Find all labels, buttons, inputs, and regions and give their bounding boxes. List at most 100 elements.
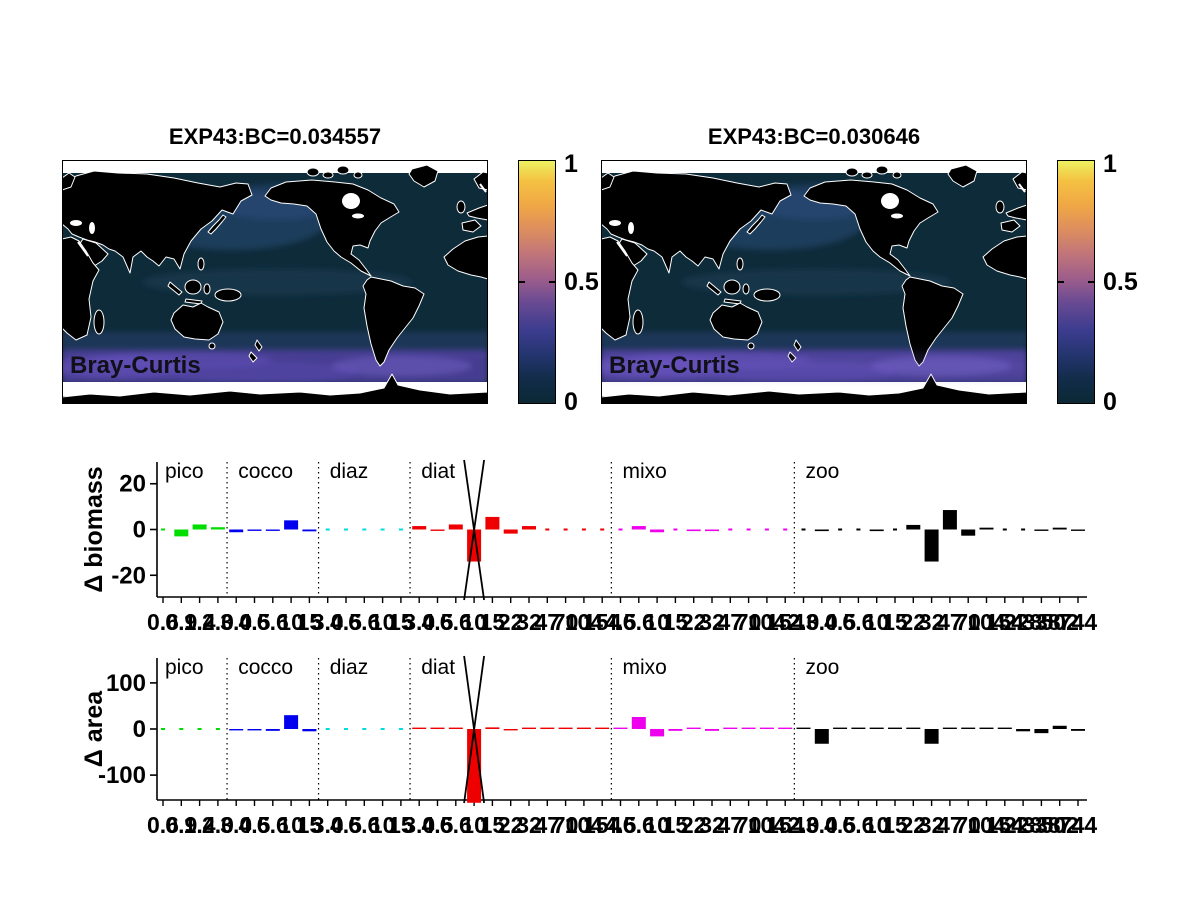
x-tick-label: 6.6 — [623, 812, 655, 838]
x-tick-label: 10 — [278, 609, 304, 635]
zero-bar — [893, 528, 897, 531]
x-tick-label: 70 — [736, 609, 762, 635]
group-label-pico: pico — [165, 460, 204, 483]
group-label-diaz: diaz — [330, 656, 369, 679]
x-tick-label: 6.6 — [623, 609, 655, 635]
colorbar-tick-1: 1 — [1103, 150, 1117, 178]
zero-bar — [801, 528, 806, 531]
bar-mixo — [705, 529, 719, 532]
x-tick-label: 47 — [718, 609, 744, 635]
y-tick-label: 100 — [106, 670, 146, 697]
x-tick-label: 6.6 — [348, 609, 380, 635]
x-tick-label: 4.5 — [330, 609, 362, 635]
x-tick-label: 4.5 — [824, 609, 856, 635]
zero-bar — [764, 528, 769, 531]
bar-zoo — [906, 524, 921, 530]
bar-zoo — [997, 727, 1012, 729]
x-tick-label: 15 — [663, 812, 689, 838]
x-tick-label: 15 — [663, 609, 689, 635]
colorbar-midtick — [1058, 281, 1064, 283]
x-tick-label: 104 — [748, 812, 787, 838]
zero-bar — [1002, 528, 1007, 531]
bar-zoo — [833, 727, 848, 729]
bar-zoo — [869, 727, 884, 729]
map-title-left: EXP43:BC=0.034557 — [168, 124, 382, 149]
y-tick-label: -100 — [98, 762, 146, 789]
x-tick-label: 338 — [1022, 609, 1061, 635]
bar-mixo — [613, 727, 628, 729]
x-tick-label: 3.0 — [403, 812, 435, 838]
x-tick-label: 744 — [1059, 812, 1098, 838]
zero-bar — [325, 728, 330, 730]
y-tick-label: 20 — [119, 471, 146, 498]
x-tick-label: 3.0 — [312, 812, 344, 838]
x-tick-label: 4.5 — [422, 812, 454, 838]
x-tick-label: 4.5 — [239, 812, 271, 838]
bar-zoo — [1052, 527, 1067, 530]
zero-bar — [563, 528, 568, 531]
x-tick-label: 22 — [498, 812, 524, 838]
bar-diat — [522, 526, 536, 530]
x-tick-label: 15 — [388, 812, 414, 838]
bar-diat — [412, 526, 427, 530]
x-tick-label: 70 — [955, 609, 981, 635]
x-tick-label: 3.0 — [220, 812, 252, 838]
removed-type-marker — [463, 459, 485, 601]
x-tick-label: 10 — [864, 609, 890, 635]
bar-diat — [595, 727, 610, 729]
bar-diat — [576, 727, 591, 729]
bar-zoo — [979, 727, 994, 729]
x-tick-label: 2.0 — [788, 812, 820, 838]
x-tick-label: 32 — [516, 609, 542, 635]
x-tick-label: 3.0 — [806, 609, 838, 635]
bar-diat — [522, 727, 536, 729]
x-tick-label: 154 — [986, 609, 1025, 635]
x-tick-label: 3.0 — [312, 609, 344, 635]
zero-bar — [344, 528, 348, 531]
colorbar-tick-1: 1 — [564, 150, 578, 178]
x-tick-label: 502 — [1041, 609, 1079, 635]
x-tick-label: 0.9 — [165, 609, 197, 635]
x-tick-label: 70 — [736, 812, 762, 838]
group-label-diaz: diaz — [330, 460, 369, 483]
colorbar-tick-0: 0 — [564, 388, 578, 416]
bar-zoo — [979, 527, 994, 530]
colorbar-panel-left: 1 0.5 0 — [518, 152, 599, 415]
bar-zoo — [851, 727, 866, 729]
x-tick-label: 10 — [461, 609, 487, 635]
bar-pico — [210, 527, 225, 530]
zero-bar — [344, 728, 348, 730]
x-tick-label: 0.6 — [147, 609, 179, 635]
bar-zoo — [1071, 529, 1085, 531]
x-tick-label: 47 — [937, 812, 963, 838]
zero-bar — [362, 528, 367, 531]
bray-curtis-label-right: Bray-Curtis — [609, 352, 740, 379]
x-tick-label: 228 — [1004, 812, 1043, 838]
x-tick-label: 2.0 — [202, 812, 234, 838]
x-tick-label: 10 — [461, 812, 487, 838]
group-label-cocco: cocco — [238, 656, 293, 679]
group-label-zoo: zoo — [806, 460, 840, 483]
x-tick-label: 104 — [967, 609, 1006, 635]
bar-mixo — [741, 727, 756, 729]
x-tick-label: 22 — [681, 812, 707, 838]
map-title-right: EXP43:BC=0.030646 — [707, 124, 921, 149]
x-tick-label: 22 — [901, 812, 927, 838]
zero-bar — [398, 728, 403, 730]
x-tick-label: 744 — [1059, 609, 1098, 635]
bar-mixo — [778, 727, 793, 729]
x-tick-label: 22 — [498, 609, 524, 635]
x-tick-label: 4.5 — [422, 609, 454, 635]
x-tick-label: 22 — [901, 609, 927, 635]
zero-bar — [1021, 528, 1026, 531]
bar-mixo — [668, 729, 683, 731]
bar-zoo — [869, 529, 884, 532]
x-tick-label: 22 — [681, 609, 707, 635]
x-tick-label: 2.0 — [202, 609, 234, 635]
bar-zoo — [1034, 529, 1049, 531]
zero-bar — [215, 728, 220, 730]
zero-bar — [838, 528, 843, 531]
colorbar-midtick — [1088, 281, 1094, 283]
y-axis-title: Δ area — [80, 690, 108, 767]
